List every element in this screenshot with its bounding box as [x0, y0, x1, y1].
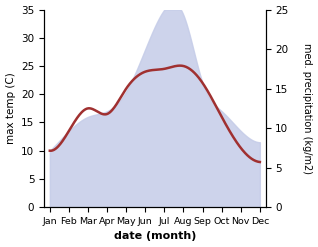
X-axis label: date (month): date (month): [114, 231, 196, 242]
Y-axis label: max temp (C): max temp (C): [5, 72, 16, 144]
Y-axis label: med. precipitation (kg/m2): med. precipitation (kg/m2): [302, 43, 313, 174]
